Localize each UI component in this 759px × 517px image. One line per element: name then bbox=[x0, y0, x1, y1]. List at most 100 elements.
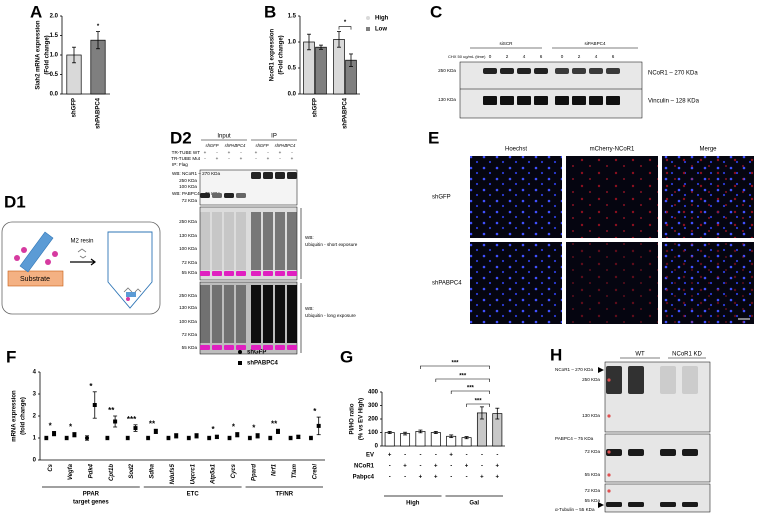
row-sign: - bbox=[255, 156, 257, 161]
y-tick-label: 1.5 bbox=[50, 33, 59, 39]
data-point bbox=[64, 436, 69, 440]
blot-label: NCoR1 – 270 KDa bbox=[555, 367, 593, 372]
arrow-head bbox=[598, 367, 604, 373]
condition-sign: - bbox=[466, 475, 468, 481]
blot-band bbox=[251, 172, 261, 179]
blot-smear bbox=[236, 212, 246, 270]
micrograph-signal bbox=[662, 242, 754, 324]
marker-label: 72 KDa bbox=[182, 260, 198, 265]
group-label: TF/NR bbox=[275, 492, 293, 498]
legend-label: shPABPC4 bbox=[247, 361, 279, 367]
group-label: ETC bbox=[187, 492, 200, 498]
blot-smear bbox=[212, 285, 222, 343]
micrograph-nuclei bbox=[470, 156, 562, 238]
row-sign: - bbox=[228, 156, 230, 161]
condition-sign: + bbox=[388, 453, 392, 459]
row-sign: + bbox=[291, 156, 294, 161]
y-axis-label: (Fold change) bbox=[279, 35, 285, 74]
data-point bbox=[92, 403, 97, 407]
captured-protein bbox=[126, 292, 136, 297]
blot-band bbox=[682, 502, 698, 507]
lane-label: NCoR1 KD bbox=[672, 352, 702, 358]
x-tick-label: Cycs bbox=[231, 463, 237, 478]
marker-label: 130 KDa bbox=[582, 413, 600, 418]
bar bbox=[400, 433, 411, 447]
resin-label: M2 resin bbox=[70, 239, 93, 245]
y-axis-label: (fold change) bbox=[21, 397, 27, 435]
marker-label: 55 KDa bbox=[182, 345, 198, 350]
row-sign: - bbox=[279, 156, 281, 161]
y-axis-label: NcoR1 expression bbox=[270, 28, 276, 81]
lane-label: 6 bbox=[612, 54, 615, 59]
x-tick-label: Uqcrc1 bbox=[190, 463, 196, 484]
condition-sign: - bbox=[404, 453, 406, 459]
blot-band bbox=[572, 68, 586, 74]
marker-label: 130 KDa bbox=[179, 305, 197, 310]
significance-bracket bbox=[420, 365, 490, 369]
significance-bracket bbox=[450, 390, 490, 394]
row-label: TR-TUBE WT bbox=[172, 150, 201, 155]
marker-label: 130 KDa bbox=[438, 97, 456, 102]
blot-band bbox=[251, 271, 261, 276]
lane-label: 6 bbox=[540, 54, 543, 59]
blot-smear bbox=[200, 212, 210, 270]
blot-band bbox=[263, 345, 273, 350]
condition-sign: - bbox=[450, 475, 452, 481]
panel-label: A bbox=[30, 2, 42, 21]
y-tick-label: 1.0 bbox=[288, 40, 297, 46]
blot-band bbox=[236, 193, 246, 198]
legend-swatch bbox=[238, 361, 242, 365]
lane-label: shPABPC4 bbox=[275, 143, 296, 148]
y-tick-label: 0.0 bbox=[288, 92, 297, 98]
blot-band bbox=[224, 193, 234, 198]
exposure-label: WB: bbox=[305, 235, 314, 240]
x-tick-label: Ppard bbox=[251, 464, 257, 481]
y-tick-label: 2 bbox=[33, 414, 37, 420]
data-point bbox=[235, 432, 240, 437]
significance-label: * bbox=[344, 20, 347, 26]
condition-sign: + bbox=[434, 475, 438, 481]
row-sign: + bbox=[216, 156, 219, 161]
group-label: target genes bbox=[73, 500, 109, 506]
row-label: TR-TUBE Mut bbox=[171, 156, 201, 161]
row-sign: + bbox=[204, 150, 207, 155]
blot-band bbox=[628, 502, 644, 507]
blot-band bbox=[236, 271, 246, 276]
data-point bbox=[72, 432, 77, 437]
group-label: PPAR bbox=[83, 492, 100, 498]
resin-beads bbox=[77, 248, 87, 259]
row-sign: + bbox=[279, 150, 282, 155]
row-sign: - bbox=[240, 150, 242, 155]
condition-sign: + bbox=[419, 475, 423, 481]
blot-band bbox=[224, 345, 234, 350]
marker-label: 100 KDa bbox=[179, 246, 197, 251]
row-sign: - bbox=[216, 150, 218, 155]
blot-smear bbox=[251, 285, 261, 343]
panel-label: B bbox=[264, 2, 276, 21]
row-label: shPABPC4 bbox=[432, 281, 462, 287]
blot bbox=[604, 483, 711, 513]
blot-label: α-Tubulin – 55 KDa bbox=[555, 507, 595, 512]
marker-label: 72 KDa bbox=[182, 198, 198, 203]
y-axis-label: Siah2 mRNA expression bbox=[36, 20, 42, 89]
y-tick-label: 0.0 bbox=[50, 92, 59, 98]
blot-smear bbox=[212, 212, 222, 270]
panel-label: G bbox=[340, 347, 353, 366]
blot-band bbox=[275, 172, 285, 179]
data-point bbox=[227, 436, 232, 440]
blot bbox=[604, 433, 711, 483]
y-tick-label: 2.0 bbox=[50, 14, 59, 20]
marker-label: 250 KDa bbox=[179, 178, 197, 183]
lane-label: 2 bbox=[578, 54, 581, 59]
y-tick-label: 400 bbox=[368, 390, 379, 396]
arrow bbox=[70, 258, 96, 266]
significance-label: *** bbox=[467, 386, 475, 392]
blot-band bbox=[200, 271, 210, 276]
data-point bbox=[174, 433, 179, 438]
blot-band bbox=[275, 345, 285, 350]
significance-label: * bbox=[313, 407, 317, 416]
condition-sign: + bbox=[403, 464, 407, 470]
legend-swatch bbox=[366, 27, 370, 31]
blot-smear bbox=[263, 212, 273, 270]
condition-sign: - bbox=[419, 453, 421, 459]
